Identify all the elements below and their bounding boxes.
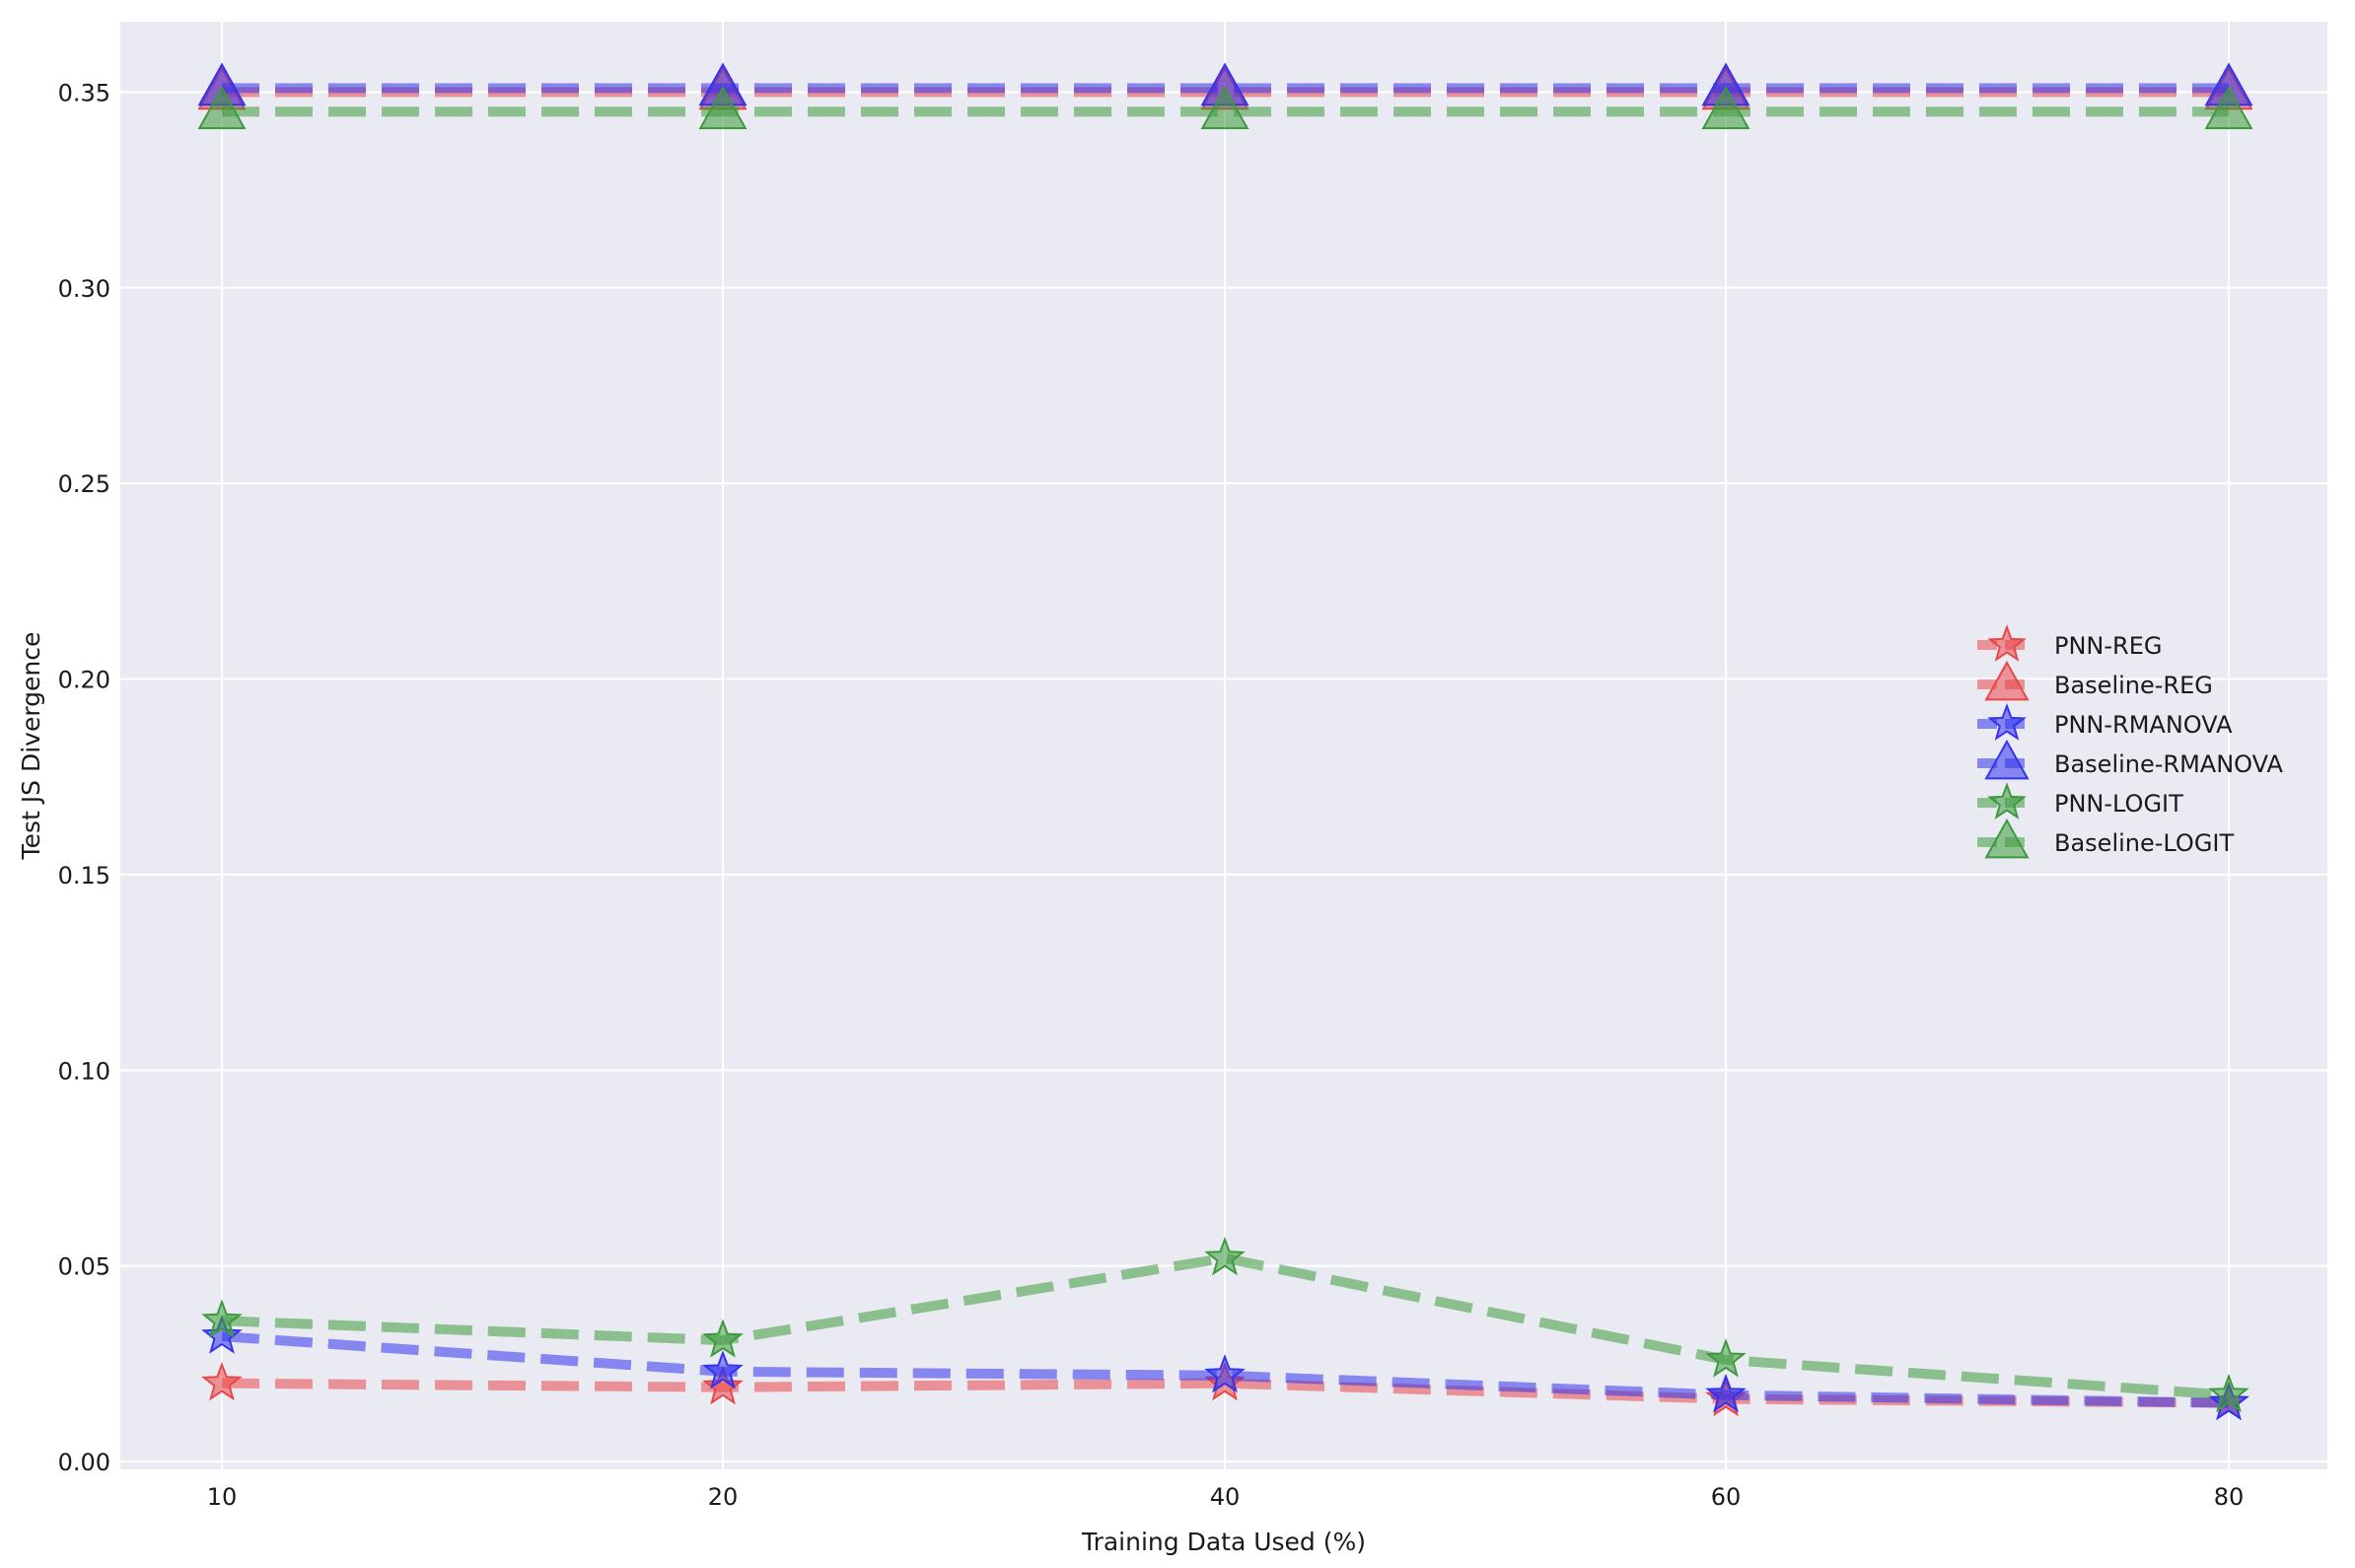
legend-label: Baseline-RMANOVA [2054,750,2284,778]
star-marker [702,1349,744,1390]
y-axis-label: Test JS Divergence [17,632,45,861]
triangle-marker [197,86,247,130]
y-tick-label: 0.30 [58,275,110,303]
triangle-marker [1701,86,1750,130]
series-line [221,1252,2230,1400]
star-marker [201,1299,243,1338]
legend-label: Baseline-LOGIT [2054,829,2234,857]
star-marker [1705,1373,1747,1413]
star-marker [1204,1353,1246,1393]
x-axis-label: Training Data Used (%) [1081,1528,1366,1556]
legend-label: PNN-REG [2054,632,2162,660]
series-baseline-rmanova [197,62,2253,107]
triangle-marker [2204,86,2253,130]
legend-label: PNN-RMANOVA [2054,711,2233,739]
legend-item: Baseline-RMANOVA [1977,739,2284,780]
x-tick-label: 10 [207,1483,238,1511]
legend-triangle-marker [1984,818,2030,859]
x-tick-label: 60 [1711,1483,1742,1511]
y-tick-label: 0.10 [58,1057,110,1085]
x-tick-label: 80 [2214,1483,2245,1511]
series-baseline-logit [197,86,2253,130]
legend-item: PNN-RMANOVA [1977,703,2233,741]
legend-star-marker [1987,782,2027,820]
star-marker [702,1319,744,1358]
series-layer [197,62,2253,1421]
y-tick-label: 0.00 [58,1449,110,1476]
axes: 0.00 0.05 0.10 0.15 0.20 0.25 0.30 0.35 10 20 40 60… [58,79,2245,1511]
x-tick-label: 40 [1210,1483,1241,1511]
y-tick-label: 0.20 [58,667,110,694]
series-pnn-logit [201,1236,2249,1413]
legend: PNN-REG Baseline-REG PNN-RMANOVA Baseline-R… [1977,624,2284,859]
legend-label: Baseline-REG [2054,672,2213,699]
star-marker [201,1361,243,1401]
legend-item: Baseline-LOGIT [1977,818,2234,859]
y-tick-label: 0.05 [58,1253,110,1281]
legend-item: Baseline-REG [1977,660,2213,701]
legend-label: PNN-LOGIT [2054,790,2183,818]
series-line [221,1331,2230,1408]
y-tick-label: 0.15 [58,862,110,890]
legend-triangle-marker [1984,739,2030,780]
triangle-marker [698,86,748,130]
star-marker [2208,1373,2249,1413]
legend-item: PNN-REG [1977,624,2162,662]
legend-star-marker [1987,703,2027,741]
y-tick-label: 0.25 [58,470,110,498]
star-marker [201,1315,243,1354]
star-marker [1204,1236,1246,1276]
star-marker [702,1365,744,1405]
legend-item: PNN-LOGIT [1977,782,2183,820]
legend-triangle-marker [1984,660,2030,701]
y-tick-label: 0.35 [58,79,110,107]
x-tick-label: 20 [708,1483,739,1511]
star-marker [1705,1338,1747,1378]
triangle-marker [1200,86,1249,130]
legend-star-marker [1987,624,2027,662]
